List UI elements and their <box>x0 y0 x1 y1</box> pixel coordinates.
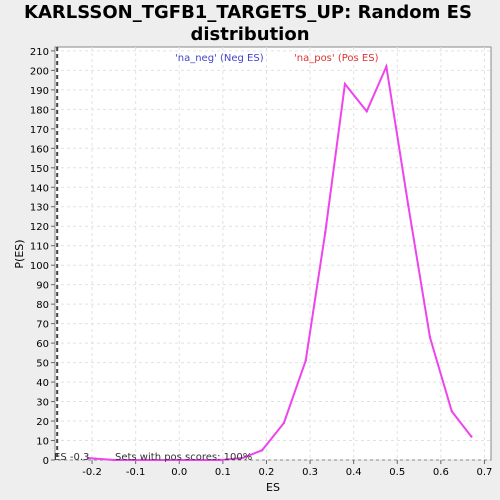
chart-title-line2: distribution <box>190 24 309 45</box>
es-marker-label: ES -0.3 <box>54 452 89 463</box>
y-tick-label: 30 <box>36 398 49 409</box>
x-tick-label: 0.6 <box>433 467 449 478</box>
x-tick-label: -0.1 <box>126 467 146 478</box>
legend-neg: 'na_neg' (Neg ES) <box>175 53 264 64</box>
y-tick-label: 60 <box>36 339 49 350</box>
data-point <box>343 82 347 86</box>
x-axis-label: ES <box>266 481 280 494</box>
data-point <box>86 456 89 460</box>
y-tick-label: 0 <box>43 456 49 467</box>
y-tick-label: 190 <box>30 86 49 97</box>
data-point <box>450 410 453 413</box>
plot-area <box>54 46 492 461</box>
x-tick-label: 0.7 <box>477 467 493 478</box>
data-point <box>241 456 244 460</box>
y-tick-label: 140 <box>30 183 49 194</box>
x-tick-label: 0.3 <box>302 467 318 478</box>
data-point <box>219 458 222 462</box>
data-point <box>178 458 181 462</box>
y-tick-label: 100 <box>30 261 49 272</box>
x-axis-ticks: -0.2 -0.1 0.0 0.1 0.2 0.3 0.4 0.5 0.6 0.7 <box>82 460 492 478</box>
y-tick-label: 10 <box>36 437 49 448</box>
data-point <box>324 230 327 234</box>
y-tick-label: 210 <box>30 47 49 58</box>
y-tick-label: 120 <box>30 222 49 233</box>
data-point <box>282 421 286 425</box>
y-tick-label: 20 <box>36 417 49 428</box>
y-tick-label: 170 <box>30 125 49 136</box>
data-point <box>260 449 264 452</box>
x-tick-label: 0.2 <box>259 467 275 478</box>
y-tick-label: 80 <box>36 300 49 311</box>
data-point <box>197 458 201 462</box>
y-tick-label: 150 <box>30 164 49 175</box>
x-tick-label: 0.1 <box>215 467 231 478</box>
grid-lines <box>55 47 491 461</box>
data-point <box>428 336 432 339</box>
data-point <box>112 458 116 462</box>
y-tick-label: 90 <box>36 281 49 292</box>
data-point <box>365 110 368 113</box>
y-tick-label: 40 <box>36 378 49 389</box>
x-tick-label: 0.0 <box>171 467 187 478</box>
data-point <box>470 435 473 438</box>
series-points <box>86 65 473 462</box>
sets-annotation: Sets with pos scores: 100% <box>115 452 252 463</box>
x-tick-label: 0.4 <box>346 467 362 478</box>
y-tick-label: 50 <box>36 359 49 370</box>
data-point <box>154 458 157 462</box>
legend-pos: 'na_pos' (Pos ES) <box>294 53 379 64</box>
chart-title-line1: KARLSSON_TGFB1_TARGETS_UP: Random ES <box>24 2 472 23</box>
y-tick-label: 110 <box>30 242 49 253</box>
data-point <box>134 458 137 462</box>
y-tick-label: 180 <box>30 105 49 116</box>
y-tick-label: 200 <box>30 66 49 77</box>
data-point <box>406 203 410 206</box>
y-axis-ticks: 0 10 20 30 40 50 60 70 80 90 100 110 120 130 140 150 160… <box>30 47 55 467</box>
data-point <box>304 359 307 362</box>
y-axis-label: P(ES) <box>13 239 26 268</box>
x-tick-label: -0.2 <box>82 467 102 478</box>
x-tick-label: 0.5 <box>389 467 405 478</box>
data-point <box>385 65 388 68</box>
y-tick-label: 70 <box>36 320 49 331</box>
y-tick-label: 130 <box>30 203 49 214</box>
y-tick-label: 160 <box>30 144 49 155</box>
